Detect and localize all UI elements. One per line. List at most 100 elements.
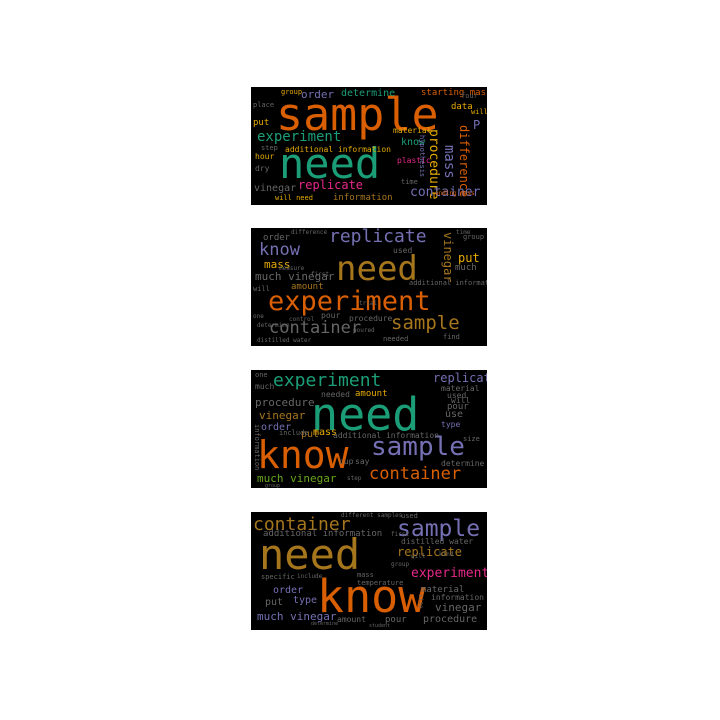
cloud-word: ending mass: [435, 190, 475, 197]
cloud-word: much vinegar: [257, 610, 337, 623]
cloud-word: group: [463, 233, 485, 241]
cloud-word: will: [253, 285, 270, 293]
cloud-word: include: [279, 429, 309, 437]
cloud-word: sample: [276, 88, 439, 141]
cloud-word: data: [451, 102, 473, 112]
cloud-word: replicate: [397, 545, 463, 559]
cloud-word: different samples: [341, 512, 403, 519]
cloud-word: first: [311, 271, 330, 278]
cloud-word: procedure: [255, 396, 315, 409]
cloud-word: order: [263, 233, 291, 243]
word-cloud-2: need know sample container experiment re…: [251, 370, 487, 488]
cloud-word: amount: [291, 282, 324, 292]
cloud-word: experiment: [411, 566, 487, 581]
cloud-word: amount: [355, 389, 388, 399]
cloud-word: container: [269, 318, 362, 338]
cloud-word: pour: [447, 402, 469, 412]
cloud-word: say: [355, 457, 370, 466]
cloud-word: group: [391, 561, 410, 568]
cloud-word: needed: [321, 390, 350, 399]
cloud-word: size: [417, 594, 424, 609]
cloud-word: information: [431, 593, 484, 602]
cloud-word: need: [336, 249, 418, 289]
cloud-word: will need: [275, 194, 313, 202]
cloud-word: additional information: [409, 279, 487, 287]
cloud-word: amount: [337, 615, 366, 624]
cloud-word: additional information: [263, 529, 383, 539]
cloud-word: will: [411, 553, 426, 560]
cloud-word: container: [369, 464, 462, 484]
cloud-word: vinegar: [259, 409, 306, 422]
cloud-word: replicate: [298, 178, 364, 192]
cloud-word: vinegar: [254, 183, 297, 194]
cloud-word: need: [311, 388, 420, 441]
cloud-word: time: [456, 229, 471, 236]
cloud-word: will: [451, 396, 471, 405]
cloud-word: used: [401, 512, 418, 520]
cloud-word: additional information: [333, 431, 439, 440]
cloud-word: pour: [321, 311, 341, 320]
cloud-word: place: [253, 101, 275, 109]
cloud-word: use: [445, 409, 464, 420]
cloud-word: determine: [311, 621, 339, 627]
cloud-word: type: [441, 420, 461, 429]
cloud-word: experiment: [273, 370, 382, 391]
cloud-word: mass: [264, 258, 291, 271]
cloud-word: include: [297, 573, 323, 580]
cloud-word: plastic: [397, 156, 431, 165]
cloud-word: size: [463, 435, 480, 443]
cloud-word: order: [273, 585, 304, 596]
cloud-word: group: [281, 88, 303, 96]
cloud-word: type: [293, 595, 318, 606]
cloud-word: needed: [383, 335, 409, 343]
cloud-word: used: [393, 246, 413, 255]
cloud-word: additional information: [285, 145, 391, 154]
cloud-word: know: [259, 240, 300, 260]
cloud-word: temperature: [357, 579, 404, 587]
cloud-word: kind: [439, 551, 454, 558]
cloud-word: much: [255, 382, 275, 391]
cloud-word: sample: [371, 432, 465, 462]
cloud-word: trial: [359, 300, 378, 307]
cloud-word: step: [261, 144, 278, 152]
cloud-word: know: [257, 433, 349, 477]
cloud-word: container: [410, 185, 481, 200]
cloud-word: container: [253, 514, 351, 535]
cloud-word: cup: [339, 457, 354, 466]
cloud-word: information: [253, 424, 261, 471]
cloud-word: order: [261, 422, 292, 433]
cloud-word: find: [443, 333, 460, 341]
cloud-word: group: [265, 483, 281, 489]
cloud-word: control: [289, 316, 315, 323]
cloud-word: four: [461, 92, 478, 100]
cloud-word: information: [333, 193, 393, 203]
cloud-word: determine: [441, 459, 485, 468]
cloud-word: procedure: [426, 129, 441, 200]
cloud-word: put: [458, 251, 480, 265]
cloud-word: experiment: [268, 286, 431, 317]
cloud-word: mass: [357, 571, 374, 579]
cloud-word: used: [447, 391, 467, 400]
cloud-word: hypothesis: [418, 135, 426, 178]
cloud-word: student: [369, 623, 391, 629]
cloud-word: time: [401, 178, 418, 186]
cloud-word: starting mass: [421, 88, 487, 98]
cloud-word: first: [391, 531, 410, 538]
cloud-word: vinegar: [441, 232, 455, 283]
cloud-word: much vinegar: [257, 472, 337, 485]
cloud-word: put: [253, 118, 270, 128]
cloud-word: determine: [257, 322, 290, 329]
cloud-word: know: [317, 570, 426, 623]
cloud-word: put: [265, 597, 284, 608]
cloud-word: experiment: [257, 129, 342, 145]
cloud-word: hour: [255, 152, 275, 161]
cloud-word: put: [301, 429, 320, 440]
cloud-word: need: [259, 530, 361, 579]
cloud-word: know: [401, 137, 426, 148]
cloud-word: specific: [261, 573, 295, 581]
cloud-word: procedure: [349, 314, 393, 323]
word-cloud-3: need know container sample replicate exp…: [251, 512, 487, 630]
cloud-word: will: [471, 108, 487, 116]
cloud-word: difference: [457, 125, 471, 198]
cloud-word: much vinegar: [255, 270, 335, 283]
